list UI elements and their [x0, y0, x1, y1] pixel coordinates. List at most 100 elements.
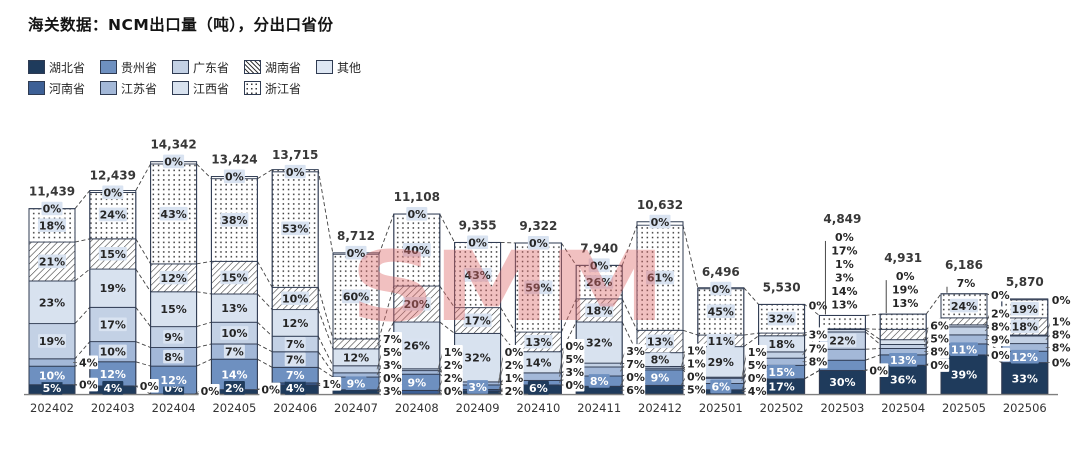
segment-浙江省 [879, 313, 927, 330]
label-box [163, 330, 185, 344]
connector-line [135, 341, 151, 348]
label-box [1010, 349, 1039, 364]
connector-line [743, 287, 759, 305]
label-box [137, 378, 159, 393]
segment-label: 38% [221, 214, 247, 227]
segment-label: 29% [708, 356, 734, 369]
segment-label: 8% [1052, 341, 1071, 354]
label-box [220, 270, 249, 285]
legend-item-浙江省: 浙江省 [244, 78, 316, 97]
label-box [406, 207, 428, 221]
label-box [342, 350, 370, 364]
label-box [588, 374, 610, 388]
label-box [1010, 371, 1039, 385]
label-box [563, 377, 585, 392]
label-box [1010, 319, 1039, 334]
x-axis-label: 202406 [273, 401, 317, 415]
label-box [745, 345, 767, 359]
label-box [524, 355, 553, 369]
segment-label: 45% [708, 305, 734, 318]
segment-label: 12% [1012, 351, 1038, 364]
segment-label: 1% [505, 372, 524, 385]
label-box [441, 384, 463, 398]
label-box [467, 235, 489, 250]
x-axis: 202402 202403 202404 202405 202406 202407 2024… [24, 393, 1058, 415]
label-box [502, 384, 524, 398]
segment-label: 43% [464, 269, 490, 282]
segment-label: 33% [1012, 372, 1038, 385]
label-box [259, 382, 281, 397]
label-box [345, 245, 367, 260]
label-box [649, 352, 671, 367]
label-box [685, 356, 706, 371]
connector-line [500, 333, 516, 352]
connector-line [74, 268, 91, 282]
x-axis-label: 202405 [212, 401, 256, 415]
label-box [889, 372, 918, 387]
segment-label: 5% [383, 346, 402, 359]
segment-label: 9% [164, 331, 183, 344]
total-label: 13,715 [272, 148, 318, 162]
segment-label: 5% [565, 353, 584, 366]
label-box [624, 357, 646, 371]
label-box [281, 291, 310, 306]
label-box [928, 358, 950, 372]
connector-line [500, 307, 516, 333]
label-box [1049, 327, 1071, 342]
label-box [563, 338, 585, 353]
segment-label: 4% [79, 356, 98, 369]
total-label: 11,108 [394, 190, 440, 204]
label-box [989, 287, 1010, 302]
total-label: 14,342 [150, 138, 196, 152]
total-label: 7,940 [580, 241, 618, 255]
legend-item-江苏省: 江苏省 [100, 78, 172, 97]
label-box [989, 319, 1010, 333]
connector-line [560, 298, 577, 333]
segment-label: 2% [991, 307, 1010, 320]
segment-label: 0% [505, 346, 524, 359]
connector-line [865, 331, 881, 345]
legend: 湖北省 贵州省 广东省 湖南省 其他 河南省 江苏省 江西省 浙江省 [28, 56, 388, 98]
segment-label: 0% [711, 283, 730, 296]
segment-label: 11% [708, 335, 734, 348]
legend-item-湖北省: 湖北省 [28, 57, 100, 76]
segment-label: 13% [221, 302, 247, 315]
connector-line [560, 321, 577, 352]
label-box [588, 258, 610, 272]
segment-label: 0% [201, 385, 220, 398]
label-box [989, 347, 1010, 362]
segment-label: 12% [160, 374, 186, 387]
label-box [685, 343, 706, 358]
connector-line [257, 358, 273, 368]
segment-江西省 [879, 339, 927, 345]
connector-line [74, 238, 90, 243]
connector-line [865, 354, 881, 361]
connector-line [257, 321, 273, 337]
connector-line [196, 358, 212, 367]
legend-swatch-icon [172, 81, 189, 95]
segment-label: 18% [768, 338, 794, 351]
total-label: 13,424 [211, 153, 257, 167]
label-box [1049, 355, 1071, 370]
label-box [563, 351, 585, 366]
segment-label: 24% [100, 209, 126, 222]
label-box [889, 353, 918, 367]
segment-label: 2% [505, 359, 524, 372]
connector-line [74, 190, 91, 209]
connector-line [621, 225, 638, 266]
label-box [806, 341, 828, 356]
label-box [706, 304, 735, 318]
total-label: 12,439 [90, 168, 136, 182]
label-box [41, 201, 63, 216]
segment-label: 6% [529, 382, 548, 395]
segment-label: 0% [565, 379, 584, 392]
legend-item-广东省: 广东省 [172, 57, 244, 76]
segment-label: 8% [991, 320, 1010, 333]
label-box [220, 367, 249, 382]
segment-label: 19% [39, 335, 65, 348]
bar-202405 [210, 176, 258, 395]
segment-label: 15% [160, 303, 186, 316]
segment-label: 3% [809, 328, 828, 341]
label-box [320, 377, 342, 391]
legend-label: 湖北省 [49, 61, 86, 75]
